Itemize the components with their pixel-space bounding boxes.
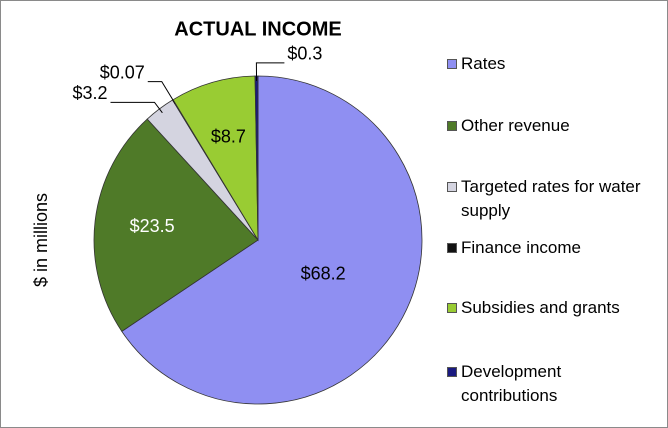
data-label: $0.07	[100, 62, 145, 82]
legend-label: Subsidies and grants	[461, 298, 620, 317]
legend-item: Finance income	[447, 236, 647, 260]
leader-line	[110, 101, 163, 114]
legend-swatch	[447, 182, 457, 192]
legend-swatch	[447, 243, 457, 253]
legend-item: Rates	[447, 52, 647, 76]
legend-label: Rates	[461, 54, 506, 73]
legend-item: Other revenue	[447, 114, 647, 138]
legend-item: Development contributions	[447, 360, 647, 408]
data-label: $3.2	[72, 83, 107, 103]
legend-swatch	[447, 303, 457, 313]
pie-slice	[172, 75, 259, 242]
legend-label: Development contributions	[461, 362, 562, 405]
pie-slice	[93, 118, 259, 332]
chart-title: ACTUAL INCOME	[174, 18, 341, 40]
data-label: $23.5	[130, 216, 175, 236]
leader-line	[255, 62, 285, 81]
legend-label: Targeted rates for water supply	[461, 177, 641, 220]
legend-label: Other revenue	[461, 116, 570, 135]
data-label: $8.7	[211, 126, 246, 146]
leader-line	[147, 81, 176, 105]
legend-swatch	[447, 59, 457, 69]
legend-item: Targeted rates for water supply	[447, 175, 647, 223]
data-label: $0.3	[287, 44, 322, 64]
data-label: $68.2	[301, 263, 346, 283]
legend-swatch	[447, 121, 457, 131]
pie-slice	[121, 75, 423, 405]
y-axis-label: $ in millions	[31, 193, 51, 287]
legend-label: Finance income	[461, 238, 582, 257]
legend-item: Subsidies and grants	[447, 296, 647, 320]
legend-swatch	[447, 367, 457, 377]
